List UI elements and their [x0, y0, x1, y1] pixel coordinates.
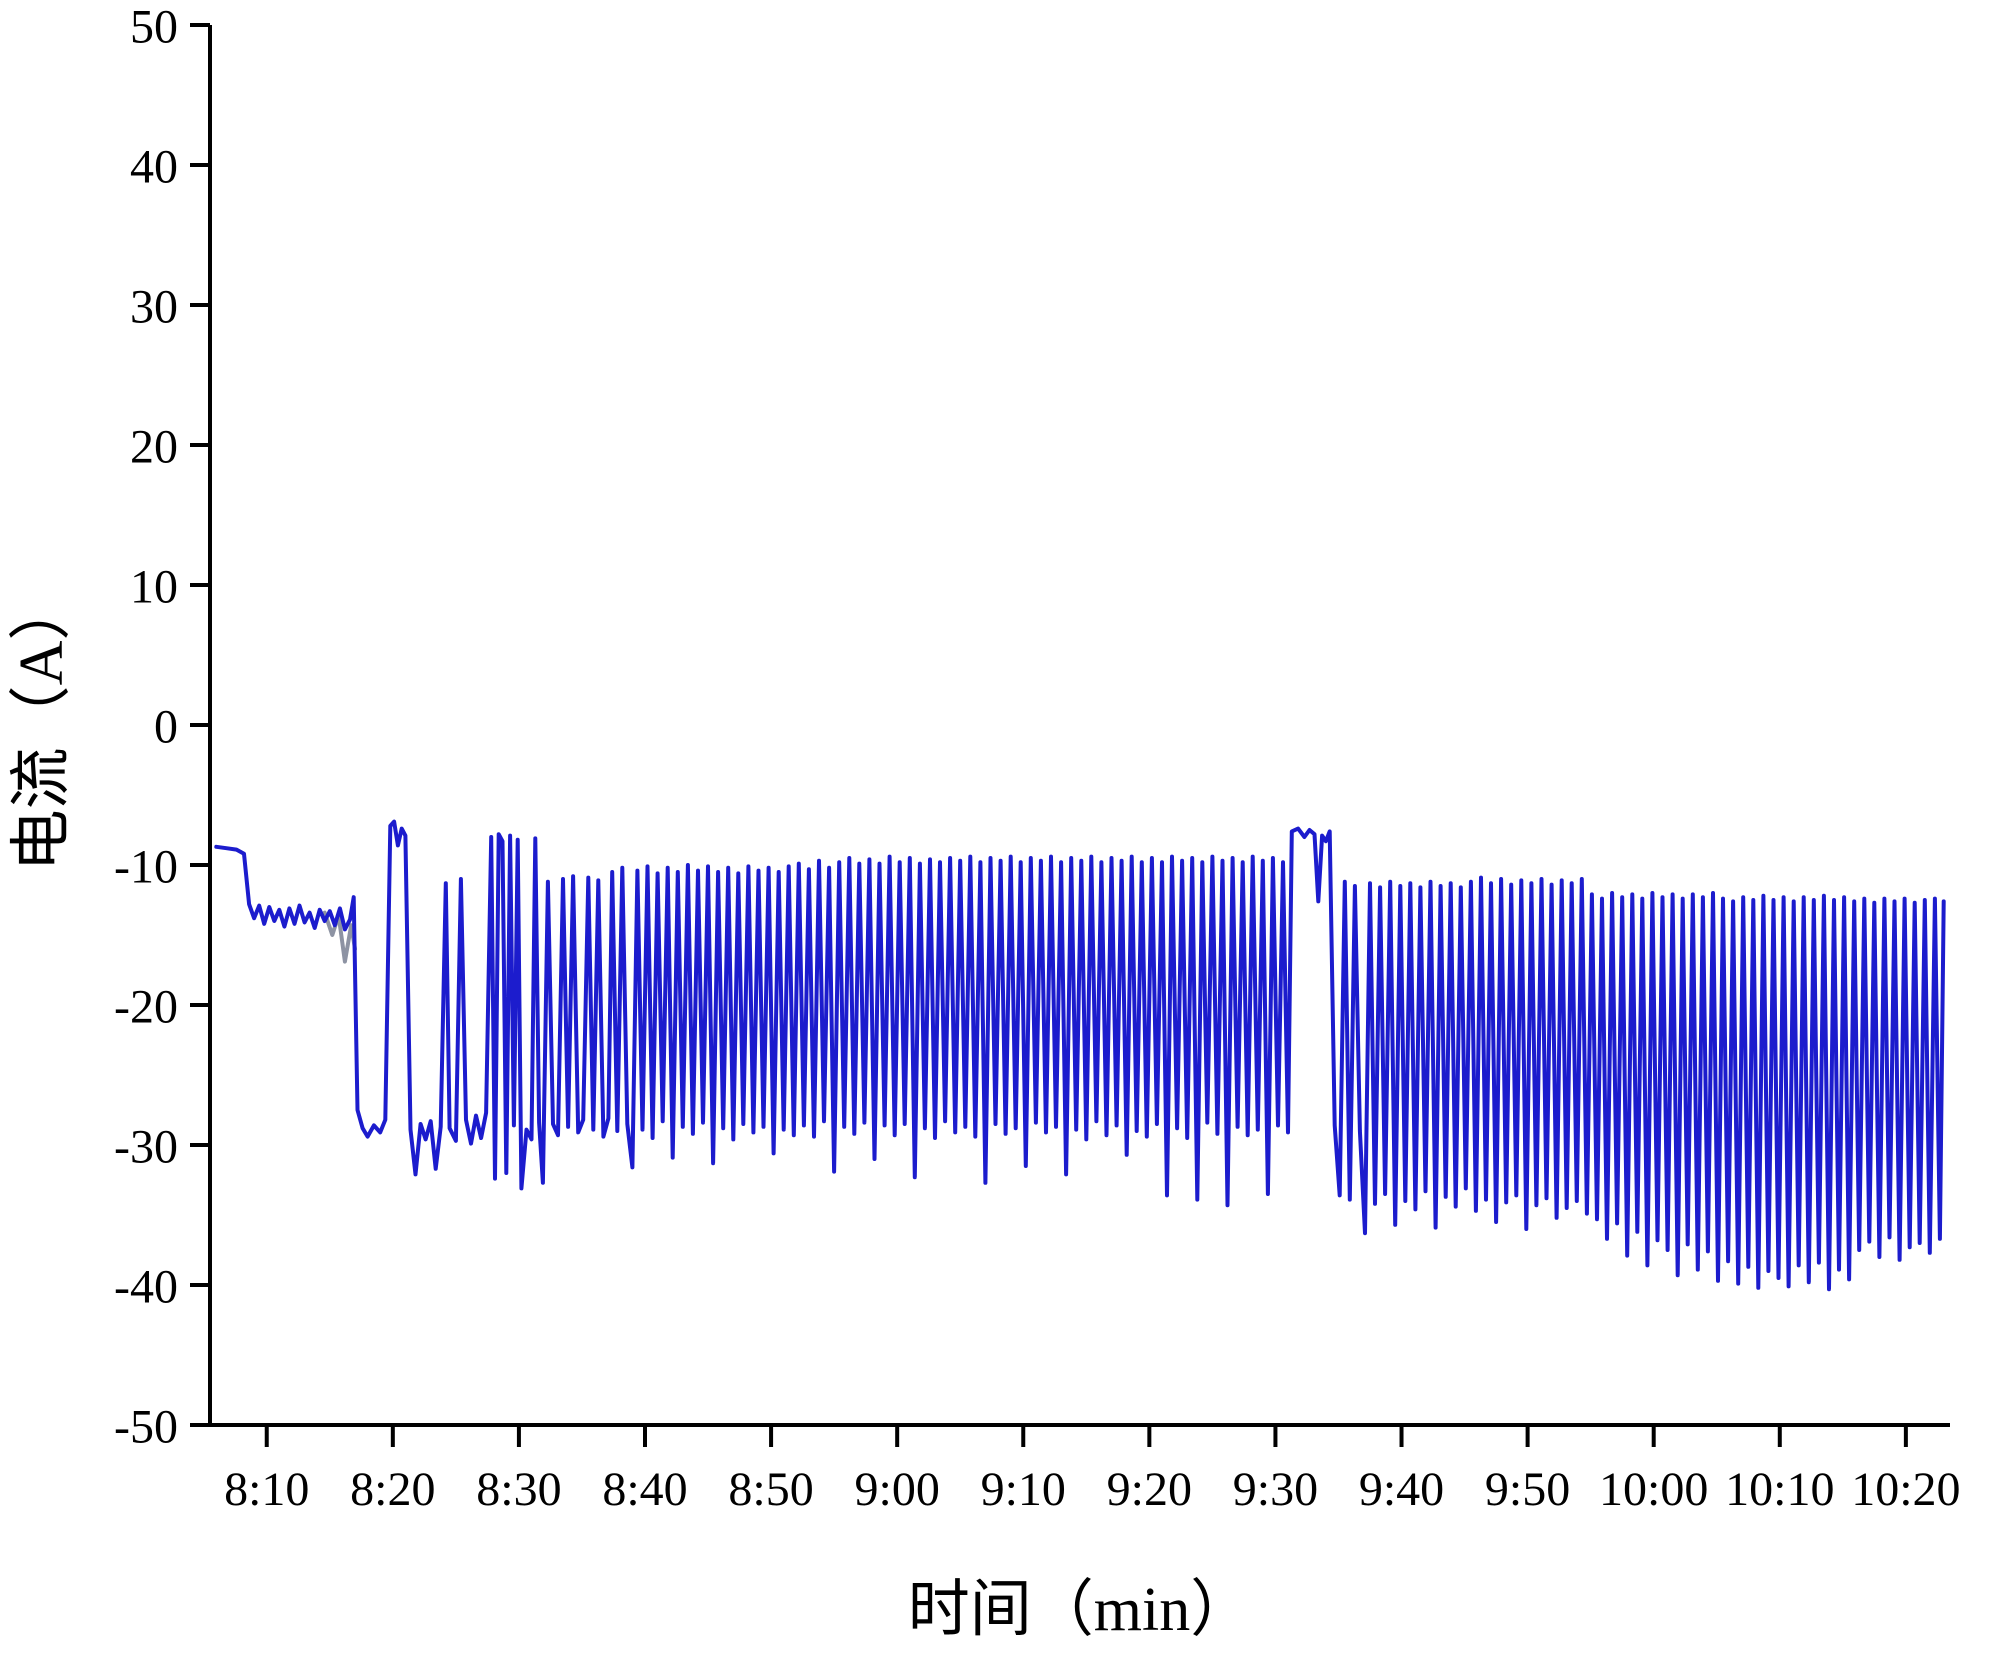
y-tick-label: -10 — [114, 840, 178, 893]
data-series — [214, 819, 1946, 1292]
x-tick-label: 9:10 — [981, 1463, 1066, 1516]
x-tick-label: 8:30 — [476, 1463, 561, 1516]
y-tick-label: -30 — [114, 1120, 178, 1173]
x-tick-label: 8:40 — [602, 1463, 687, 1516]
x-tick-label: 10:00 — [1599, 1463, 1708, 1516]
x-tick-label: 8:20 — [350, 1463, 435, 1516]
x-tick-label: 10:20 — [1851, 1463, 1960, 1516]
x-tick-label: 9:40 — [1359, 1463, 1444, 1516]
y-tick-label: -20 — [114, 980, 178, 1033]
x-tick-label: 9:00 — [855, 1463, 940, 1516]
x-tick-label: 9:50 — [1485, 1463, 1570, 1516]
y-tick-label: 40 — [130, 140, 178, 193]
x-tick-label: 9:30 — [1233, 1463, 1318, 1516]
x-tick-label: 10:10 — [1725, 1463, 1834, 1516]
x-axis-label: 时间（min） — [908, 1576, 1252, 1644]
y-tick-label: 50 — [130, 0, 178, 53]
y-tick-label: 20 — [130, 420, 178, 473]
y-axis-label: 电流（A） — [8, 579, 76, 872]
y-tick-label: 30 — [130, 280, 178, 333]
axes: 50 40 30 20 10 0 -10 -20 -30 -40 -50 8:10 8:20 8:30 8:… — [114, 0, 1961, 1516]
y-tick-label: 0 — [154, 700, 178, 753]
x-tick-label: 8:10 — [224, 1463, 309, 1516]
y-tick-label: -50 — [114, 1400, 178, 1453]
x-tick-label: 8:50 — [728, 1463, 813, 1516]
series-current — [214, 819, 1946, 1292]
y-tick-label: 10 — [130, 560, 178, 613]
y-tick-label: -40 — [114, 1260, 178, 1313]
x-tick-label: 9:20 — [1107, 1463, 1192, 1516]
series-gray-underlay-segment — [322, 910, 357, 964]
